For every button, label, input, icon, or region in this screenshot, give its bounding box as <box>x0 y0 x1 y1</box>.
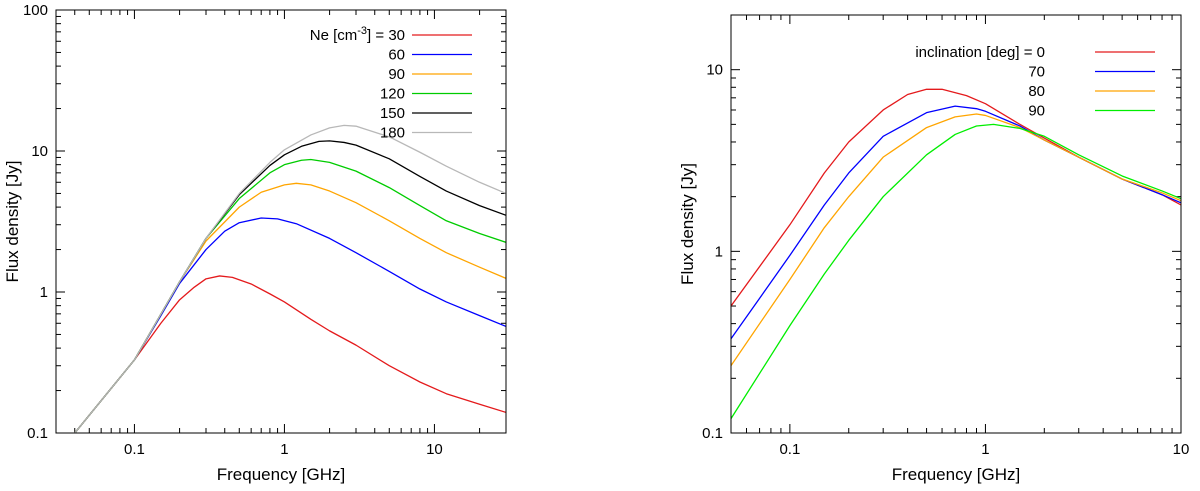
legend-label: 180 <box>380 125 405 142</box>
legend-label: 80 <box>1028 83 1045 100</box>
series-line-0 <box>731 88 1181 307</box>
y-tick-label: 1 <box>715 243 723 260</box>
x-tick-label: 0.1 <box>124 441 145 458</box>
legend-prefix: Ne [cm <box>310 27 358 44</box>
legend-label: 70 <box>1028 64 1045 81</box>
series-line-90 <box>731 123 1181 419</box>
legend-value: 30 <box>388 27 405 44</box>
y-axis-title: Flux density [Jy] <box>3 161 22 283</box>
legend-label: 90 <box>388 66 405 83</box>
chart-inclination: 0.1 1 10 0.1 1 10 inclination [deg] = 0 70 80 90 F… <box>678 14 1190 484</box>
legend-label: 150 <box>380 105 405 122</box>
series-group <box>74 124 506 433</box>
y-tick-label: 10 <box>31 143 48 160</box>
y-tick-label: 1 <box>40 284 48 301</box>
legend-superscript: -3 <box>357 25 367 37</box>
legend-label: Ne [cm-3] = 30 <box>310 25 405 44</box>
plot-frame <box>55 9 507 434</box>
series-line-180 <box>74 124 506 433</box>
y-tick-label: 100 <box>23 2 48 19</box>
series-line-80 <box>731 113 1181 366</box>
legend-label: 90 <box>1028 103 1045 120</box>
legend-value: 0 <box>1037 44 1045 61</box>
series-line-30 <box>74 275 506 433</box>
x-tick-label: 10 <box>426 441 443 458</box>
y-tick-label: 0.1 <box>702 425 723 442</box>
x-tick-label: 10 <box>1173 441 1190 458</box>
chart-ne-density: 0.1 1 10 0.1 1 10 100 Ne [cm-3] = 30 60 90 120 150 1… <box>3 2 507 484</box>
x-tick-label: 1 <box>280 441 288 458</box>
y-tick-label: 0.1 <box>27 425 48 442</box>
legend-prefix: inclination [deg] = <box>915 44 1036 61</box>
series-line-60 <box>74 217 506 433</box>
legend-label: inclination [deg] = 0 <box>915 44 1045 61</box>
x-tick-label: 0.1 <box>779 441 800 458</box>
legend-label: 60 <box>388 47 405 64</box>
series-group <box>731 88 1181 419</box>
series-line-90 <box>74 182 506 433</box>
plot-frame <box>730 14 1182 434</box>
x-axis-title: Frequency [GHz] <box>892 465 1021 484</box>
x-tick-label: 1 <box>981 441 989 458</box>
series-line-70 <box>731 105 1181 340</box>
y-axis-title: Flux density [Jy] <box>678 163 697 285</box>
x-axis-title: Frequency [GHz] <box>217 465 346 484</box>
legend-suffix: ] = <box>367 27 388 44</box>
y-tick-label: 10 <box>706 62 723 79</box>
legend-label: 120 <box>380 86 405 103</box>
